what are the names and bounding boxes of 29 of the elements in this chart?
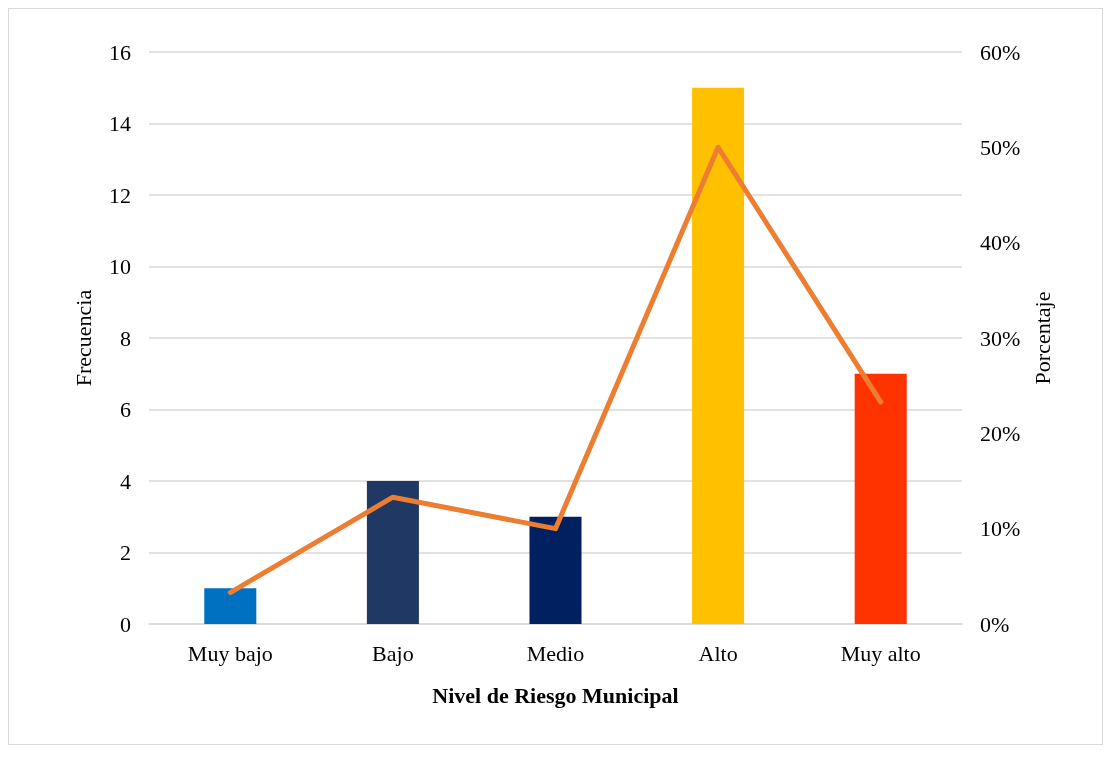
y2-tick-label: 30% — [980, 325, 1021, 351]
x-axis-title: Nivel de Riesgo Municipal — [432, 682, 679, 708]
bar — [366, 481, 419, 624]
x-tick-label: Alto — [698, 640, 738, 666]
x-tick-label: Muy alto — [840, 640, 921, 666]
y-axis-title: Frecuencia — [70, 289, 96, 387]
y2-tick-label: 20% — [980, 420, 1021, 446]
x-tick-label: Medio — [526, 640, 585, 666]
x-tick-label: Bajo — [372, 640, 414, 666]
y2-axis-title: Porcentaje — [1029, 291, 1055, 385]
x-tick-label: Muy bajo — [187, 640, 273, 666]
y-tick-label: 2 — [120, 540, 131, 565]
y2-tick-label: 40% — [980, 230, 1021, 256]
y-tick-label: 8 — [120, 325, 131, 351]
y-tick-label: 6 — [120, 397, 131, 422]
y2-tick-label: 0% — [980, 611, 1010, 637]
y2-tick-label: 60% — [980, 39, 1021, 65]
y-tick-label: 4 — [120, 468, 131, 494]
bar — [854, 373, 907, 624]
bar — [692, 87, 745, 624]
y-tick-label: 0 — [120, 611, 131, 637]
y2-tick-label: 10% — [980, 516, 1021, 542]
y-tick-label: 12 — [109, 182, 131, 208]
y-tick-label: 10 — [109, 254, 131, 279]
bar — [204, 588, 257, 624]
y-tick-label: 16 — [109, 39, 131, 65]
y2-tick-label: 50% — [980, 134, 1021, 160]
bar — [529, 516, 582, 624]
y-tick-label: 14 — [109, 111, 131, 136]
